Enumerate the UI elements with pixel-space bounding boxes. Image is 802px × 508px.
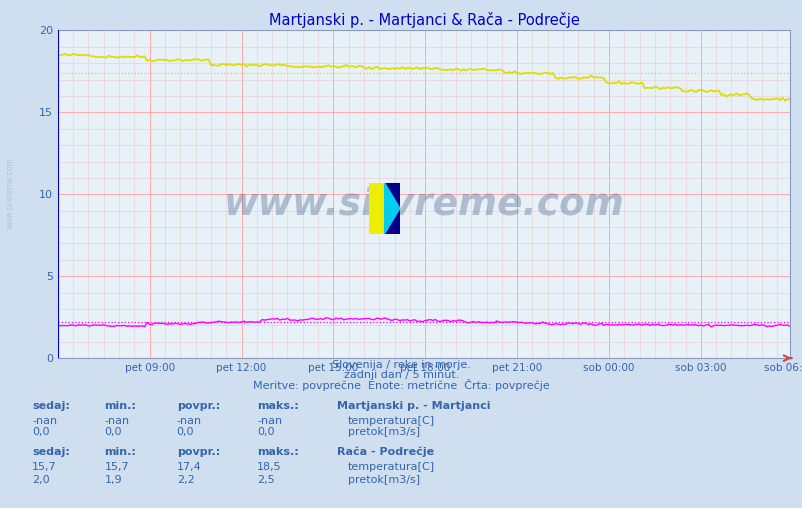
Text: pretok[m3/s]: pretok[m3/s]	[347, 474, 419, 485]
Text: 0,0: 0,0	[104, 427, 122, 437]
Text: -nan: -nan	[104, 416, 129, 426]
Text: temperatura[C]: temperatura[C]	[347, 462, 434, 472]
Text: povpr.:: povpr.:	[176, 401, 220, 411]
Text: www.si-vreme.com: www.si-vreme.com	[6, 157, 15, 229]
Bar	[384, 183, 399, 234]
Text: Rača - Podrečje: Rača - Podrečje	[337, 446, 434, 457]
Text: sedaj:: sedaj:	[32, 401, 70, 411]
Text: www.si-vreme.com: www.si-vreme.com	[223, 186, 624, 222]
Text: maks.:: maks.:	[257, 447, 298, 457]
Title: Martjanski p. - Martjanci & Rača - Podrečje: Martjanski p. - Martjanci & Rača - Podre…	[268, 12, 579, 28]
Text: -nan: -nan	[32, 416, 57, 426]
Text: Slovenija / reke in morje.: Slovenija / reke in morje.	[332, 360, 470, 370]
Text: Meritve: povprečne  Enote: metrične  Črta: povprečje: Meritve: povprečne Enote: metrične Črta:…	[253, 378, 549, 391]
Text: Martjanski p. - Martjanci: Martjanski p. - Martjanci	[337, 401, 490, 411]
Text: 15,7: 15,7	[104, 462, 129, 472]
Text: pretok[m3/s]: pretok[m3/s]	[347, 427, 419, 437]
Text: maks.:: maks.:	[257, 401, 298, 411]
Text: -nan: -nan	[176, 416, 201, 426]
Text: temperatura[C]: temperatura[C]	[347, 416, 434, 426]
Text: 0,0: 0,0	[32, 427, 50, 437]
Text: 15,7: 15,7	[32, 462, 57, 472]
Text: 18,5: 18,5	[257, 462, 282, 472]
Text: povpr.:: povpr.:	[176, 447, 220, 457]
Bar	[369, 183, 384, 234]
Text: 0,0: 0,0	[257, 427, 274, 437]
Text: 2,0: 2,0	[32, 474, 50, 485]
Text: 1,9: 1,9	[104, 474, 122, 485]
Text: sedaj:: sedaj:	[32, 447, 70, 457]
Text: min.:: min.:	[104, 401, 136, 411]
Text: 17,4: 17,4	[176, 462, 201, 472]
Text: 2,2: 2,2	[176, 474, 194, 485]
Polygon shape	[384, 183, 399, 234]
Text: 0,0: 0,0	[176, 427, 194, 437]
Text: 2,5: 2,5	[257, 474, 274, 485]
Text: -nan: -nan	[257, 416, 282, 426]
Text: min.:: min.:	[104, 447, 136, 457]
Text: zadnji dan / 5 minut.: zadnji dan / 5 minut.	[343, 370, 459, 380]
